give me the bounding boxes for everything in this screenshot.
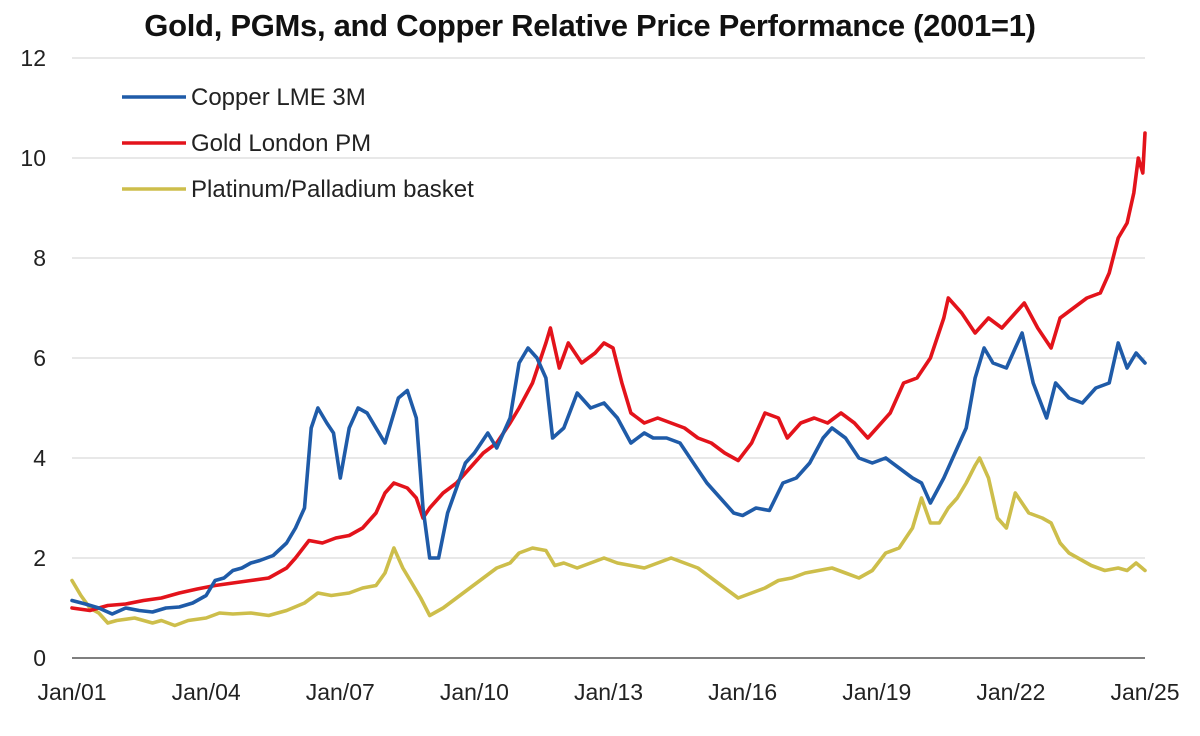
x-tick-label: Jan/10 — [440, 679, 509, 705]
x-tick-label: Jan/01 — [37, 679, 106, 705]
x-tick-label: Jan/25 — [1110, 679, 1179, 705]
series-line-2 — [70, 456, 1147, 628]
x-tick-label: Jan/16 — [708, 679, 777, 705]
y-tick-label: 10 — [20, 145, 46, 171]
x-tick-label: Jan/07 — [306, 679, 375, 705]
legend: Copper LME 3M Gold London PM Platinum/Pall… — [122, 84, 474, 203]
series-line-1 — [70, 131, 1147, 613]
series-lines — [70, 131, 1147, 628]
x-tick-label: Jan/22 — [976, 679, 1045, 705]
x-tick-label: Jan/19 — [842, 679, 911, 705]
y-tick-label: 6 — [33, 345, 46, 371]
y-tick-label: 4 — [33, 445, 46, 471]
y-tick-label: 8 — [33, 245, 46, 271]
y-tick-label: 2 — [33, 545, 46, 571]
y-tick-label: 0 — [33, 645, 46, 671]
chart-title: Gold, PGMs, and Copper Relative Price Pe… — [144, 8, 1036, 43]
x-axis-ticks: Jan/01 Jan/04 Jan/07 Jan/10 Jan/13 Jan/16 Jan/… — [37, 679, 1179, 705]
x-tick-label: Jan/04 — [172, 679, 241, 705]
legend-label-1: Gold London PM — [191, 130, 371, 157]
legend-label-0: Copper LME 3M — [191, 84, 366, 111]
x-tick-label: Jan/13 — [574, 679, 643, 705]
gridlines — [72, 57, 1145, 659]
y-axis-ticks: 0 2 4 6 8 10 12 — [20, 45, 46, 671]
legend-label-2: Platinum/Palladium basket — [191, 176, 474, 203]
y-tick-label: 12 — [20, 45, 46, 71]
series-line-0 — [70, 331, 1147, 616]
